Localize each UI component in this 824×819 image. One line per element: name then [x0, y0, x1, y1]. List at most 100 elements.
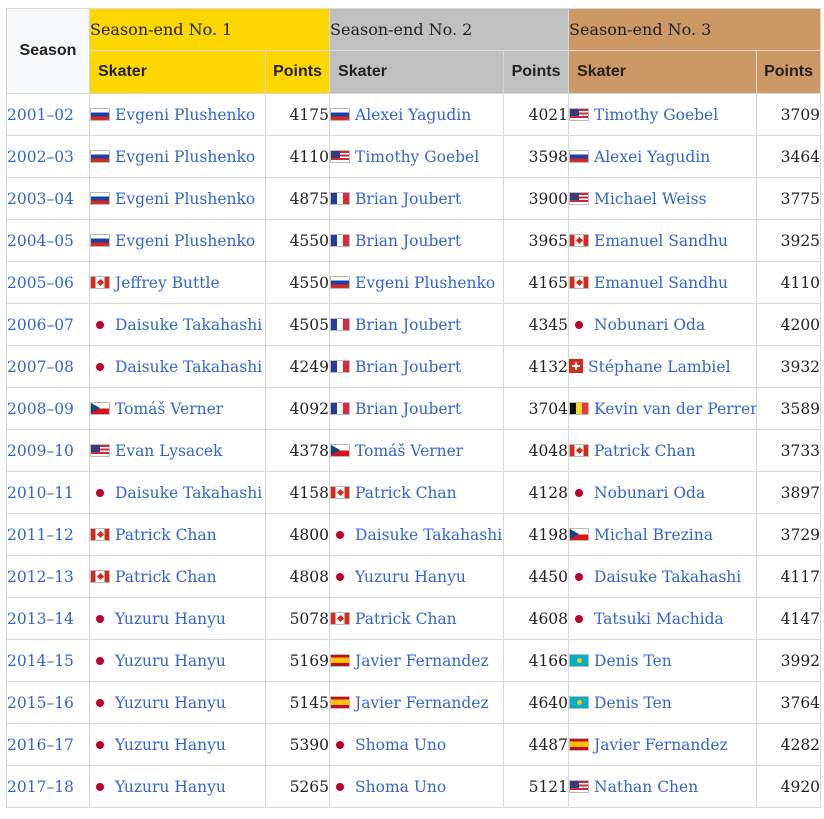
- jpn-flag-icon: [570, 318, 590, 331]
- season-link[interactable]: 2012–13: [6, 555, 90, 598]
- points-cell: 3464: [756, 135, 822, 178]
- skater-link[interactable]: Evgeni Plushenko: [115, 189, 256, 208]
- skater-link[interactable]: Yuzuru Hanyu: [115, 777, 226, 796]
- skater-link[interactable]: Yuzuru Hanyu: [115, 609, 226, 628]
- can-flag-icon: [569, 233, 590, 247]
- skater-link[interactable]: Daisuke Takahashi: [115, 483, 263, 502]
- season-link[interactable]: 2010–11: [6, 471, 90, 514]
- skater-link[interactable]: Alexei Yagudin: [594, 147, 711, 166]
- skater-link[interactable]: Kevin van der Perren: [594, 399, 757, 418]
- skater-link[interactable]: Alexei Yagudin: [355, 105, 472, 124]
- skater-link[interactable]: Evgeni Plushenko: [115, 105, 256, 124]
- skater-link[interactable]: Michal Brezina: [594, 525, 713, 544]
- points-cell: 3965: [503, 219, 570, 262]
- skater-cell: Timothy Goebel: [329, 135, 505, 178]
- skater-link[interactable]: Patrick Chan: [355, 483, 457, 502]
- skater-link[interactable]: Daisuke Takahashi: [115, 315, 263, 334]
- season-link[interactable]: 2008–09: [6, 387, 90, 430]
- season-link[interactable]: 2017–18: [6, 765, 90, 808]
- skater-link[interactable]: Javier Fernandez: [355, 651, 489, 670]
- skater-link[interactable]: Javier Fernandez: [355, 693, 489, 712]
- season-link[interactable]: 2004–05: [6, 219, 90, 262]
- skater-cell: Brian Joubert: [329, 219, 505, 262]
- season-link[interactable]: 2002–03: [6, 135, 90, 178]
- skater-link[interactable]: Brian Joubert: [355, 231, 462, 250]
- skater-link[interactable]: Emanuel Sandhu: [594, 231, 729, 250]
- skater-link[interactable]: Patrick Chan: [115, 525, 217, 544]
- esp-flag-icon: [569, 737, 590, 751]
- skater-link[interactable]: Nobunari Oda: [594, 483, 706, 502]
- skater-link[interactable]: Evan Lysacek: [115, 441, 223, 460]
- points-cell: 4550: [264, 261, 331, 304]
- season-link[interactable]: 2016–17: [6, 723, 90, 766]
- skater-link[interactable]: Evgeni Plushenko: [115, 231, 256, 250]
- skater-link[interactable]: Brian Joubert: [355, 357, 462, 376]
- skater-cell: Evan Lysacek: [89, 429, 266, 472]
- skater-link[interactable]: Stéphane Lambiel: [588, 357, 731, 376]
- skater-link[interactable]: Daisuke Takahashi: [355, 525, 503, 544]
- jpn-flag-icon: [331, 738, 351, 751]
- season-link[interactable]: 2001–02: [6, 93, 90, 136]
- skater-cell: Shoma Uno: [329, 765, 505, 808]
- jpn-flag-icon: [570, 486, 590, 499]
- skater-link[interactable]: Shoma Uno: [355, 777, 447, 796]
- season-link[interactable]: 2007–08: [6, 345, 90, 388]
- skater-link[interactable]: Brian Joubert: [355, 189, 462, 208]
- skater-link[interactable]: Daisuke Takahashi: [115, 357, 263, 376]
- season-link[interactable]: 2009–10: [6, 429, 90, 472]
- skater-link[interactable]: Javier Fernandez: [594, 735, 728, 754]
- skater-link[interactable]: Brian Joubert: [355, 399, 462, 418]
- season-link[interactable]: 2006–07: [6, 303, 90, 346]
- points-cell: 4875: [264, 177, 331, 220]
- points-cell: 3598: [503, 135, 570, 178]
- season-link[interactable]: 2005–06: [6, 261, 90, 304]
- skater-link[interactable]: Patrick Chan: [115, 567, 217, 586]
- skater-link[interactable]: Denis Ten: [594, 693, 672, 712]
- skater-link[interactable]: Tatsuki Machida: [594, 609, 724, 628]
- skater-link[interactable]: Yuzuru Hanyu: [115, 651, 226, 670]
- skater-link[interactable]: Patrick Chan: [355, 609, 457, 628]
- skater-link[interactable]: Nathan Chen: [594, 777, 699, 796]
- skater-link[interactable]: Tomáš Verner: [115, 399, 224, 418]
- points-cell: 4048: [503, 429, 570, 472]
- season-link[interactable]: 2013–14: [6, 597, 90, 640]
- season-link[interactable]: 2015–16: [6, 681, 90, 724]
- skater-cell: Jeffrey Buttle: [89, 261, 266, 304]
- skater-link[interactable]: Yuzuru Hanyu: [115, 693, 226, 712]
- skater-link[interactable]: Shoma Uno: [355, 735, 447, 754]
- no3-header: Season-end No. 3: [568, 8, 822, 51]
- esp-flag-icon: [330, 653, 351, 667]
- skater-link[interactable]: Daisuke Takahashi: [594, 567, 742, 586]
- sui-flag-icon: [569, 358, 584, 373]
- points-cell: 4920: [756, 765, 822, 808]
- season-link[interactable]: 2003–04: [6, 177, 90, 220]
- no1-skater-header: Skater: [89, 50, 266, 94]
- skater-link[interactable]: Emanuel Sandhu: [594, 273, 729, 292]
- season-link[interactable]: 2014–15: [6, 639, 90, 682]
- skater-link[interactable]: Yuzuru Hanyu: [355, 567, 466, 586]
- skater-link[interactable]: Michael Weiss: [594, 189, 707, 208]
- skater-link[interactable]: Evgeni Plushenko: [355, 273, 496, 292]
- can-flag-icon: [330, 485, 351, 499]
- skater-link[interactable]: Denis Ten: [594, 651, 672, 670]
- table-row: 2016–17 Yuzuru Hanyu 5390 Shoma Uno 4487 Javi…: [6, 723, 822, 766]
- fra-flag-icon: [330, 191, 351, 205]
- skater-link[interactable]: Evgeni Plushenko: [115, 147, 256, 166]
- skater-cell: Kevin van der Perren: [568, 387, 758, 430]
- season-link[interactable]: 2011–12: [6, 513, 90, 556]
- skater-cell: Michael Weiss: [568, 177, 758, 220]
- skater-link[interactable]: Patrick Chan: [594, 441, 696, 460]
- skater-link[interactable]: Nobunari Oda: [594, 315, 706, 334]
- skater-link[interactable]: Tomáš Verner: [355, 441, 464, 460]
- skater-link[interactable]: Timothy Goebel: [355, 147, 480, 166]
- skater-cell: Patrick Chan: [89, 555, 266, 598]
- table-row: 2003–04 Evgeni Plushenko 4875 Brian Joubert…: [6, 177, 822, 220]
- skater-link[interactable]: Yuzuru Hanyu: [115, 735, 226, 754]
- usa-flag-icon: [330, 149, 351, 163]
- skater-cell: Stéphane Lambiel: [568, 345, 758, 388]
- usa-flag-icon: [569, 107, 590, 121]
- points-cell: 4092: [264, 387, 331, 430]
- skater-link[interactable]: Timothy Goebel: [594, 105, 719, 124]
- skater-link[interactable]: Jeffrey Buttle: [115, 273, 220, 292]
- skater-link[interactable]: Brian Joubert: [355, 315, 462, 334]
